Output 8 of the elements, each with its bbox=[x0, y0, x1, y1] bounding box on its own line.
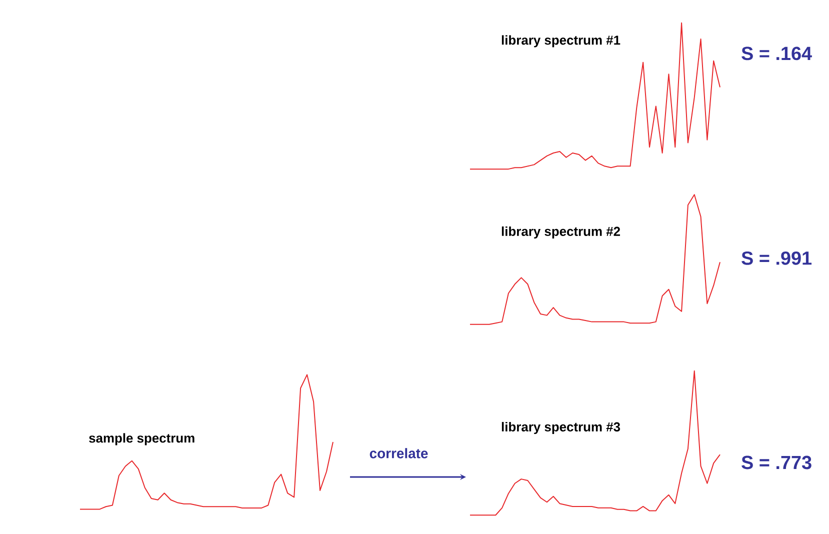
text: correlate bbox=[370, 448, 428, 458]
text: sample spectrum bbox=[89, 433, 194, 446]
text: S = .991 bbox=[742, 251, 812, 265]
text: library spectrum #1 bbox=[502, 35, 620, 48]
text: library spectrum #3 bbox=[502, 422, 620, 434]
text: library spectrum #2 bbox=[502, 226, 620, 239]
text: S = .773 bbox=[742, 456, 812, 470]
text: S = .164 bbox=[742, 46, 812, 60]
